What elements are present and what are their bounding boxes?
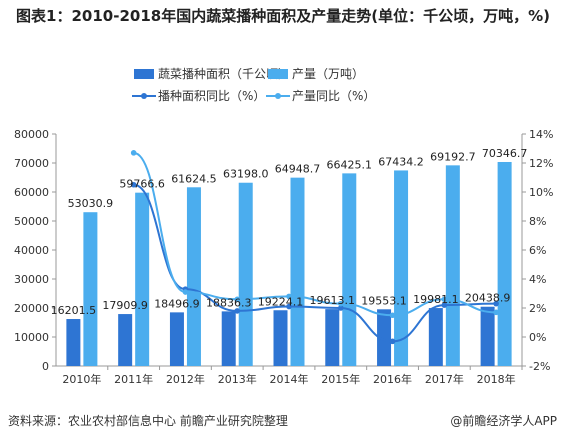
bars (66, 161, 512, 366)
line-point (130, 181, 137, 188)
bar-data-label: 16201.5 (51, 304, 97, 317)
legend-marker (275, 93, 281, 99)
legend: 蔬菜播种面积（千公顷） 产量（万吨） 播种面积同比（%） 产量同比（%） (132, 67, 375, 103)
left-tick-label: 0 (42, 360, 49, 373)
bar (118, 314, 133, 366)
data-labels: 16201.5 17909.9 18496.9 18836.3 19224.1 19613… (51, 147, 528, 317)
bar (169, 312, 184, 366)
bar (238, 182, 253, 366)
bar (325, 309, 340, 366)
left-tick-label: 40000 (14, 244, 49, 257)
line-point (441, 302, 448, 308)
bar-data-label: 63198.0 (223, 168, 269, 181)
line-point (234, 296, 241, 303)
line-point (182, 289, 189, 295)
line-point (286, 293, 292, 300)
bar (66, 319, 81, 366)
left-tick-label: 60000 (14, 186, 49, 199)
bar (186, 187, 201, 366)
bar-data-label: 19224.1 (258, 295, 304, 308)
right-tick-label: 12% (529, 157, 553, 170)
bar (394, 170, 409, 366)
x-tick-label: 2018年 (477, 372, 516, 386)
axes: 0 10000 20000 30000 40000 50000 60000 70000 8000… (14, 128, 553, 386)
bar-data-label: 69192.7 (430, 150, 476, 163)
legend-label: 产量（万吨） (292, 67, 364, 81)
bar (377, 309, 392, 366)
brand-watermark: @前瞻经济学人APP (450, 414, 557, 428)
bar-data-label: 66425.1 (327, 158, 373, 171)
series-line (133, 183, 497, 343)
x-tick-label: 2014年 (270, 372, 309, 386)
legend-swatch (268, 69, 288, 79)
right-tick-label: 8% (529, 215, 546, 228)
right-tick-label: 0% (529, 331, 546, 344)
line-point (234, 308, 241, 314)
bar (445, 165, 460, 366)
bar (497, 161, 512, 366)
legend-swatch (134, 69, 154, 79)
legend-label: 蔬菜播种面积（千公顷） (158, 67, 290, 81)
x-tick-label: 2011年 (114, 372, 153, 386)
bar-data-label: 17909.9 (102, 299, 148, 312)
bar-data-label: 18496.9 (154, 297, 200, 310)
bar-data-label: 61624.5 (171, 172, 217, 185)
bar-data-label: 19553.1 (361, 294, 407, 307)
line-point (493, 300, 499, 307)
bar-data-label: 70346.7 (482, 147, 528, 160)
series-line (133, 151, 497, 317)
bar (342, 173, 357, 366)
lines (130, 150, 499, 345)
left-tick-label: 80000 (14, 128, 49, 141)
bar-data-label: 67434.2 (378, 155, 424, 168)
bar (290, 177, 305, 366)
left-tick-label: 20000 (14, 302, 49, 315)
x-tick-label: 2010年 (62, 372, 101, 386)
source-note: 资料来源：农业农村部信息中心 前瞻产业研究院整理 (8, 414, 288, 428)
line-point (337, 305, 344, 311)
x-tick-label: 2012年 (166, 372, 205, 386)
bar-data-label: 53030.9 (68, 197, 114, 210)
chart-title: 图表1：2010-2018年国内蔬菜播种面积及产量走势(单位：千公顷，万吨，%) (16, 7, 550, 25)
bar-data-label: 20438.9 (465, 292, 511, 305)
x-tick-label: 2015年 (321, 372, 360, 386)
bar (221, 311, 236, 366)
legend-label: 产量同比（%） (292, 89, 375, 103)
x-tick-label: 2016年 (373, 372, 412, 386)
bar-data-label: 64948.7 (275, 163, 321, 176)
left-tick-label: 70000 (14, 157, 49, 170)
right-tick-label: 2% (529, 302, 546, 315)
bar-data-label: 59766.6 (119, 178, 165, 191)
right-tick-label: -2% (529, 360, 550, 373)
left-tick-label: 10000 (14, 331, 49, 344)
line-point (337, 300, 344, 307)
bar (480, 306, 495, 366)
left-tick-label: 30000 (14, 273, 49, 286)
line-point (389, 312, 396, 319)
bar (83, 212, 98, 366)
legend-marker (141, 93, 147, 99)
bar (135, 192, 150, 366)
bar (428, 308, 443, 366)
right-tick-label: 14% (529, 128, 553, 141)
line-point (389, 338, 396, 345)
bar-data-label: 19981.1 (413, 293, 459, 306)
bar (273, 310, 288, 366)
legend-label: 播种面积同比（%） (158, 89, 265, 103)
right-tick-label: 4% (529, 273, 546, 286)
right-tick-label: 10% (529, 186, 553, 199)
bar-data-label: 19613.1 (310, 294, 356, 307)
x-tick-label: 2017年 (425, 372, 464, 386)
line-point (286, 303, 292, 310)
line-point (441, 296, 448, 303)
left-tick-label: 50000 (14, 215, 49, 228)
right-tick-label: 6% (529, 244, 546, 257)
x-tick-label: 2013年 (218, 372, 257, 386)
line-point (130, 150, 137, 156)
line-point (493, 309, 499, 316)
bar-data-label: 18836.3 (206, 296, 252, 309)
